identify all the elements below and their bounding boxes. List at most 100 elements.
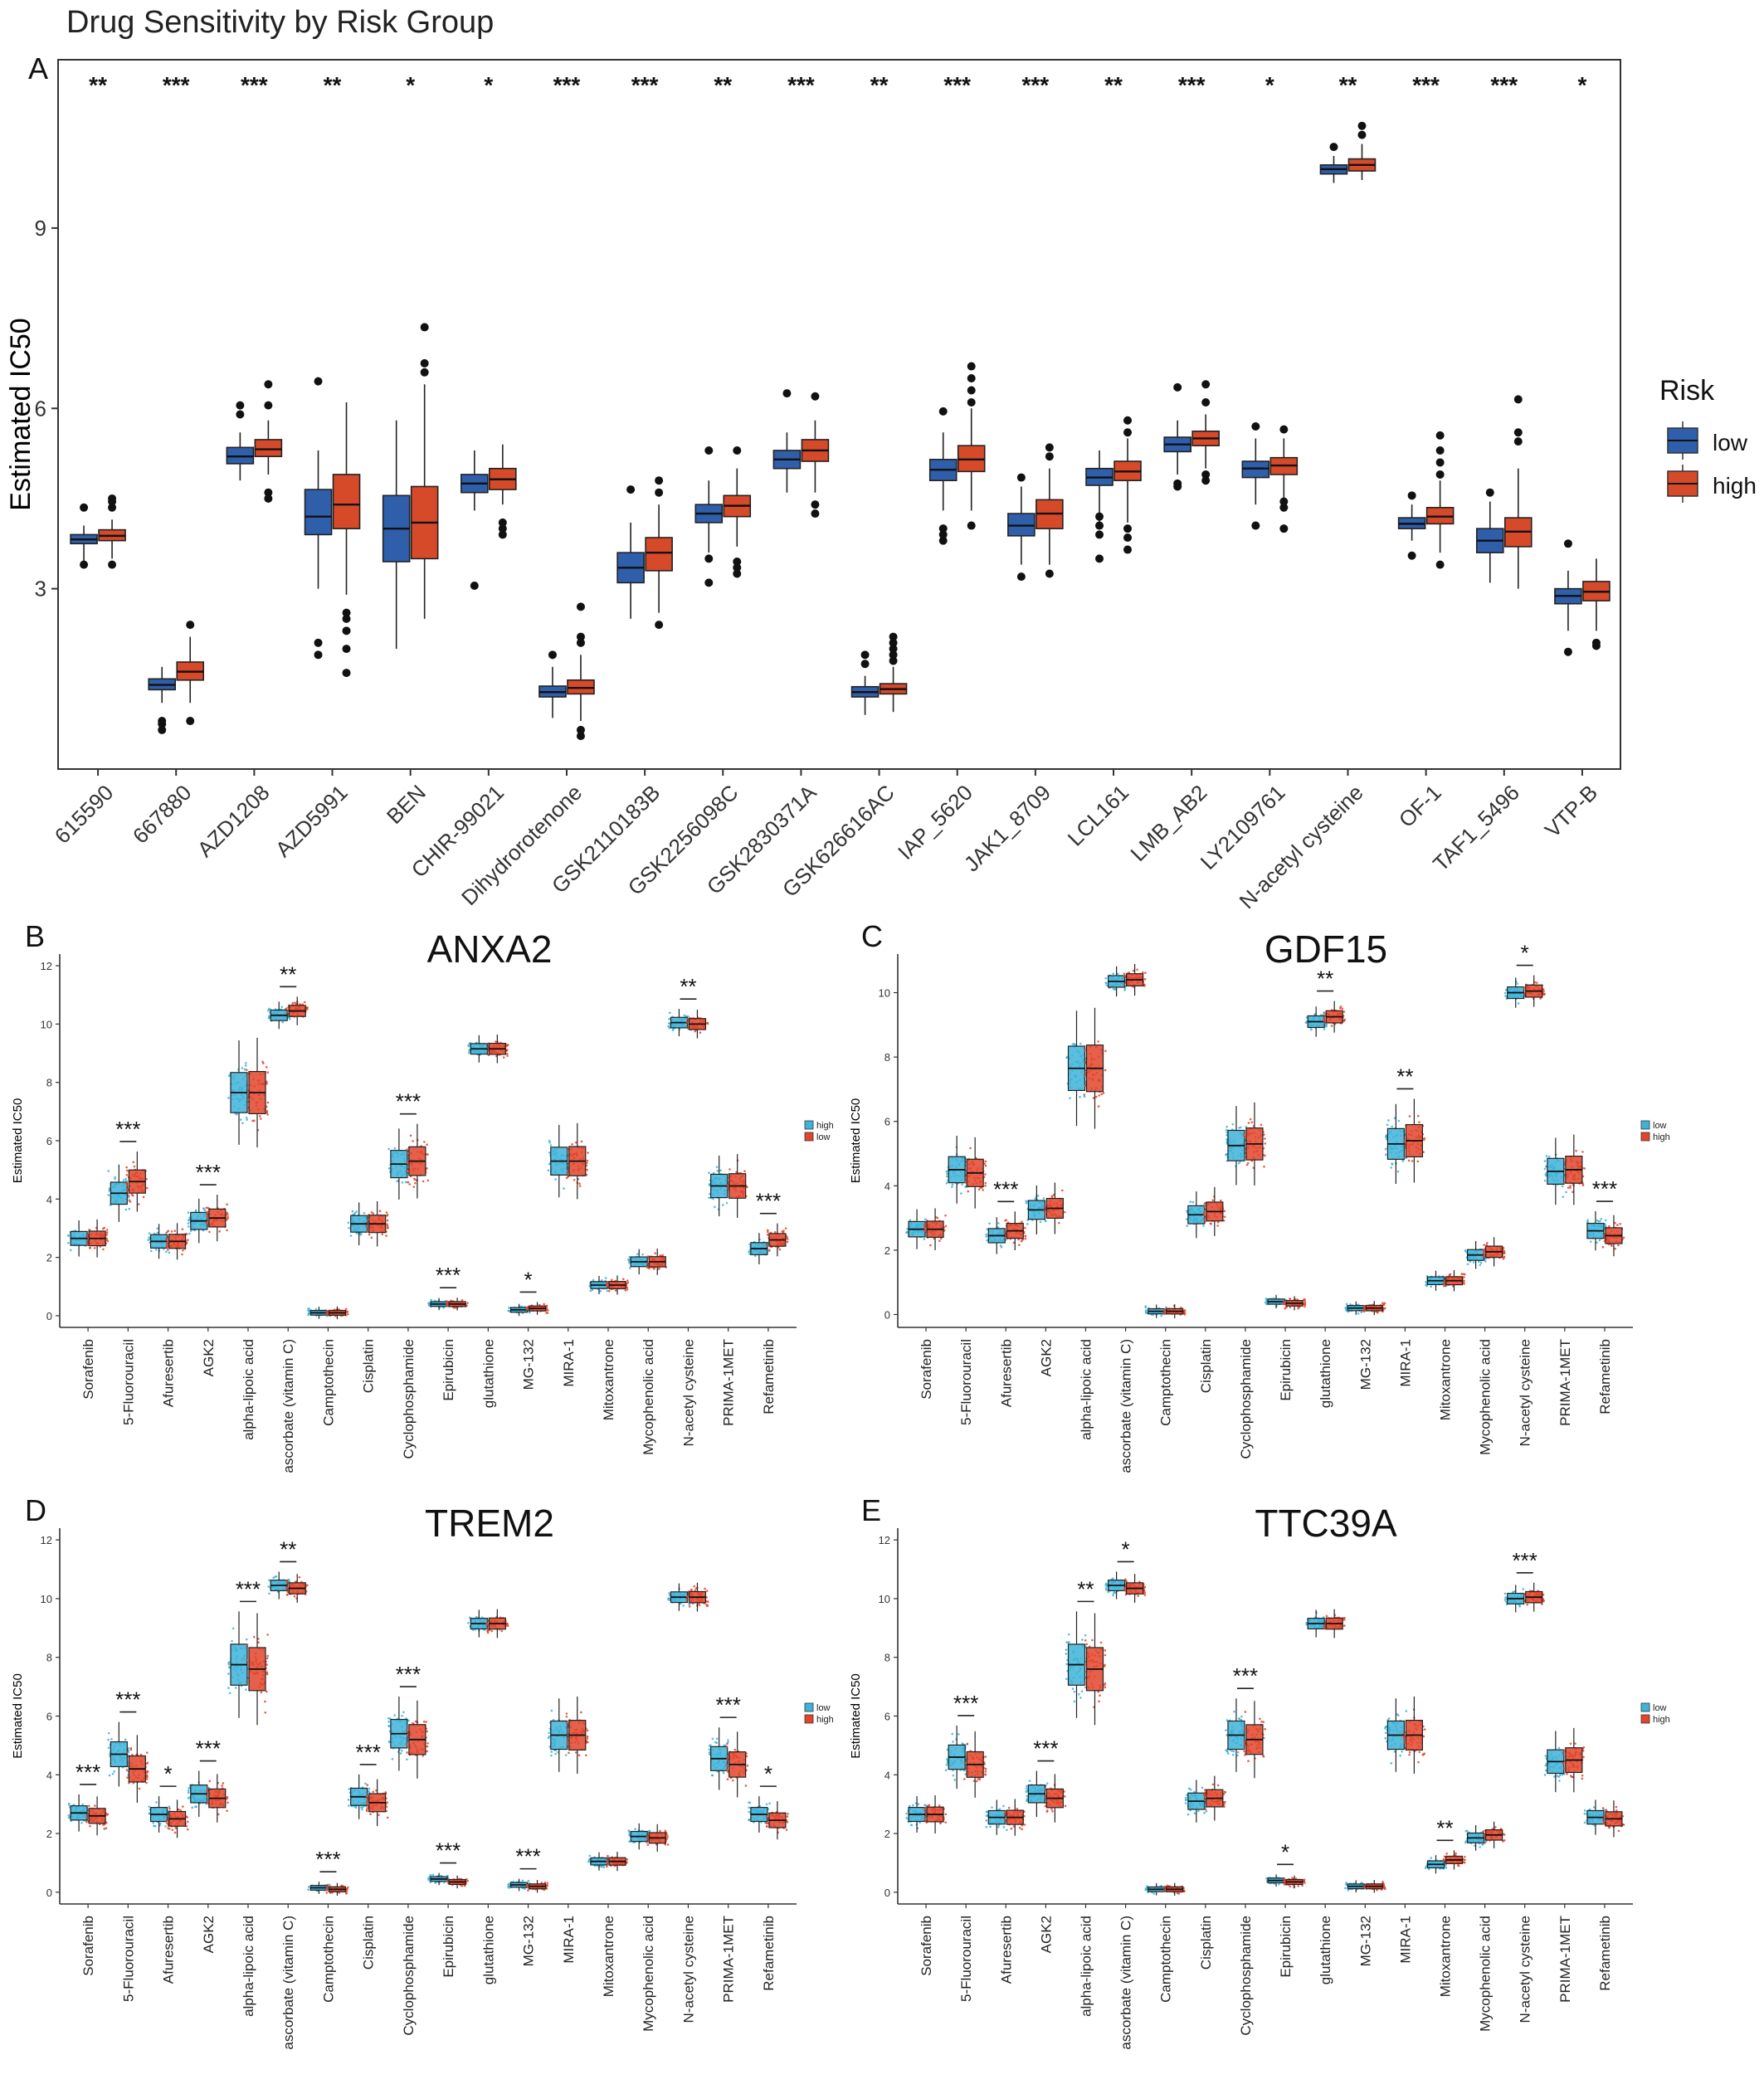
panel-c-point	[1189, 1200, 1191, 1203]
panel-c-legend-key	[1641, 1121, 1649, 1129]
panel-b-point	[126, 1170, 129, 1172]
panel-c-point	[985, 1182, 987, 1185]
panel-c-point	[1397, 1171, 1400, 1173]
panel-c-x-tick-label: MIRA-1	[1397, 1339, 1413, 1387]
panel-c-point	[1058, 1222, 1060, 1225]
panel-d-point	[80, 1822, 83, 1824]
panel-c-point	[1000, 1244, 1002, 1247]
panel-d-point	[107, 1814, 110, 1816]
panel-c-legend-key	[1641, 1132, 1649, 1141]
panel-c-point	[1323, 1016, 1325, 1019]
panel-c-point	[1569, 1185, 1572, 1187]
panel-c-point	[1244, 1136, 1246, 1138]
panel-c-point	[1183, 1311, 1186, 1313]
panel-c-point	[1562, 1186, 1564, 1188]
panel-b-point	[719, 1169, 722, 1171]
panel-b-point	[226, 1203, 228, 1205]
panel-b-point	[285, 1007, 288, 1010]
panel-c-x-tick-label: Epirubicin	[1278, 1339, 1294, 1401]
panel-c-x-tick-label: Mycophenolic acid	[1478, 1339, 1494, 1455]
panel-c-point	[1226, 1129, 1228, 1132]
panel-b-point	[503, 1056, 505, 1059]
panel-a-x-tick-label: AZD1208	[192, 780, 275, 862]
panel-c-point	[1025, 1234, 1027, 1237]
panel-a-significance: ***	[943, 72, 971, 98]
panel-b-point	[149, 1236, 151, 1239]
panel-b-point	[586, 1169, 588, 1171]
panel-d-point	[81, 1804, 84, 1806]
panel-c-point	[1387, 1119, 1390, 1122]
panel-c-point	[1069, 1097, 1071, 1099]
panel-a-outlier-high	[343, 669, 351, 677]
panel-c-point	[1186, 1225, 1188, 1227]
panel-a-significance: ***	[553, 72, 581, 98]
panel-b-point	[468, 1049, 470, 1052]
panel-c-point	[1192, 1201, 1195, 1204]
panel-b-point	[267, 1102, 270, 1104]
panel-c-point	[1503, 1252, 1505, 1254]
panel-b-point	[587, 1152, 589, 1154]
panel-c-point	[1323, 1020, 1326, 1022]
panel-a-outlier-high	[655, 621, 663, 629]
panel-a-outlier-high	[1436, 470, 1445, 479]
panel-a-outlier-high	[186, 717, 194, 725]
panel-a-outlier-high	[1123, 428, 1132, 436]
panel-a-outlier-high	[186, 621, 194, 629]
panel-b-x-tick-label: Mitoxantrone	[601, 1339, 616, 1420]
panel-c-point	[1079, 1043, 1082, 1045]
panel-c-significance: **	[1396, 1064, 1413, 1088]
panel-a-x-tick-label: LCL161	[1063, 780, 1134, 851]
panel-c-point	[1483, 1244, 1485, 1246]
panel-c-point	[952, 1184, 954, 1186]
panel-b-point	[67, 1242, 70, 1244]
panel-a-outlier-high	[108, 561, 116, 569]
panel-c-point	[1226, 1154, 1228, 1156]
panel-c-point	[984, 1185, 987, 1187]
panel-c-point	[1323, 1028, 1326, 1030]
panel-c-point	[1264, 1137, 1266, 1140]
panel-d-point	[126, 1751, 129, 1754]
panel-b-x-tick-label: Camptothecin	[320, 1339, 336, 1426]
panel-c-point	[1034, 1198, 1036, 1200]
panel-b-point	[407, 1181, 409, 1184]
panel-b-x-tick-label: 5-Fluorouracil	[120, 1339, 136, 1425]
panel-b-point	[186, 1242, 188, 1244]
panel-b-point	[726, 1202, 729, 1205]
panel-b-point	[611, 1278, 613, 1281]
panel-c-point	[1467, 1264, 1469, 1266]
panel-c-point	[1184, 1313, 1187, 1316]
panel-b-point	[402, 1181, 404, 1184]
panel-b-point	[188, 1225, 190, 1228]
panel-b-point	[345, 1308, 348, 1311]
panel-c-point	[1018, 1244, 1021, 1246]
panel-b-point	[107, 1240, 110, 1243]
panel-a-outlier-high	[343, 609, 351, 617]
panel-b-point	[622, 1278, 625, 1280]
panel-a-outlier-low	[704, 446, 713, 455]
panel-b-point	[387, 1227, 389, 1229]
panel-c-point	[1211, 1199, 1214, 1201]
panel-b-point	[166, 1239, 168, 1241]
panel-c-point	[1210, 1222, 1212, 1225]
panel-c-point	[986, 1239, 988, 1242]
panel-c-point	[1504, 992, 1507, 995]
panel-a-outlier-low	[1251, 522, 1260, 530]
panel-a-outlier-high	[967, 522, 976, 530]
panel-c-point	[1424, 1137, 1426, 1140]
panel-a-outlier-high	[421, 368, 429, 377]
panel-c-point	[969, 1147, 972, 1150]
panel-c-point	[1545, 1174, 1547, 1176]
panel-b-point	[785, 1227, 787, 1229]
panel-b-point	[422, 1181, 425, 1183]
panel-a-outlier-high	[1201, 398, 1210, 407]
panel-b-point	[743, 1170, 746, 1172]
panel-c-point	[1084, 1085, 1087, 1088]
panel-d-x-tick-label: Sorafenib	[80, 1916, 96, 1976]
panel-a-outlier-high	[1279, 426, 1288, 434]
panel-b-point	[143, 1196, 145, 1199]
panel-b-point	[615, 1289, 617, 1292]
panel-c-legend-label: low	[1653, 1121, 1667, 1131]
panel-d-point	[109, 1775, 111, 1777]
panel-c-point	[1045, 1213, 1047, 1215]
panel-c-point	[938, 1239, 941, 1242]
